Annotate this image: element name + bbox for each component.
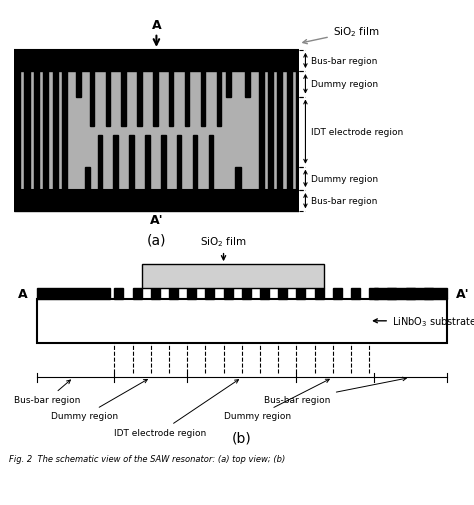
Text: A: A: [152, 19, 161, 32]
Text: SiO$_2$ film: SiO$_2$ film: [200, 235, 247, 260]
Bar: [34, 50, 39, 191]
Bar: [98, 135, 102, 191]
Text: Dummy region: Dummy region: [224, 379, 329, 421]
Bar: [14, 50, 299, 191]
Bar: [224, 289, 233, 299]
Bar: [217, 72, 221, 127]
Bar: [14, 191, 299, 212]
Bar: [37, 299, 447, 343]
Bar: [25, 50, 29, 191]
Bar: [142, 265, 324, 289]
Bar: [369, 289, 378, 299]
Bar: [153, 72, 157, 127]
Bar: [113, 135, 118, 191]
Bar: [137, 72, 142, 127]
Bar: [37, 289, 110, 299]
Bar: [114, 289, 123, 299]
Bar: [387, 289, 396, 299]
Bar: [333, 289, 342, 299]
Bar: [201, 72, 205, 127]
Text: A': A': [150, 214, 163, 227]
Bar: [129, 135, 134, 191]
Bar: [14, 50, 299, 191]
Bar: [193, 135, 197, 191]
Bar: [14, 50, 299, 72]
Bar: [169, 72, 173, 127]
Bar: [236, 167, 241, 191]
Bar: [85, 167, 90, 191]
Bar: [260, 289, 269, 299]
Text: Dummy region: Dummy region: [51, 380, 147, 421]
Bar: [287, 50, 292, 191]
Bar: [245, 72, 250, 97]
Text: Dummy region: Dummy region: [310, 80, 378, 89]
Text: Bus-bar region: Bus-bar region: [310, 197, 377, 206]
Bar: [146, 135, 150, 191]
Bar: [277, 50, 283, 191]
Bar: [315, 289, 324, 299]
Bar: [161, 135, 165, 191]
Bar: [151, 289, 160, 299]
Bar: [374, 289, 447, 299]
Bar: [278, 289, 287, 299]
Text: A: A: [18, 287, 28, 300]
Text: (b): (b): [232, 430, 252, 444]
Text: Bus-bar region: Bus-bar region: [310, 57, 377, 66]
Bar: [43, 50, 48, 191]
Bar: [296, 50, 301, 191]
Text: Bus-bar region: Bus-bar region: [264, 377, 406, 405]
Bar: [406, 289, 415, 299]
Bar: [258, 50, 264, 191]
Bar: [351, 289, 360, 299]
Bar: [133, 289, 142, 299]
Bar: [106, 72, 110, 127]
Text: Bus-bar region: Bus-bar region: [14, 380, 81, 405]
Text: (a): (a): [146, 233, 166, 247]
Bar: [185, 72, 190, 127]
Bar: [226, 72, 231, 97]
Bar: [424, 289, 433, 299]
Bar: [90, 72, 94, 127]
Text: Fig. 2  The schematic view of the SAW resonator: (a) top view; (b): Fig. 2 The schematic view of the SAW res…: [9, 454, 286, 464]
Bar: [296, 289, 305, 299]
Text: IDT electrode region: IDT electrode region: [114, 380, 238, 437]
Bar: [15, 50, 20, 191]
Bar: [169, 289, 178, 299]
Text: IDT electrode region: IDT electrode region: [310, 128, 403, 137]
Bar: [205, 289, 214, 299]
Text: LiNbO$_3$ substrate: LiNbO$_3$ substrate: [374, 314, 474, 328]
Bar: [209, 135, 213, 191]
Text: SiO$_2$ film: SiO$_2$ film: [303, 25, 379, 44]
Bar: [242, 289, 251, 299]
Bar: [62, 50, 67, 191]
Text: A': A': [456, 287, 469, 300]
Bar: [187, 289, 196, 299]
Bar: [53, 50, 58, 191]
Bar: [177, 135, 182, 191]
Bar: [121, 72, 126, 127]
Bar: [268, 50, 273, 191]
Text: Dummy region: Dummy region: [310, 175, 378, 183]
Bar: [76, 72, 81, 97]
